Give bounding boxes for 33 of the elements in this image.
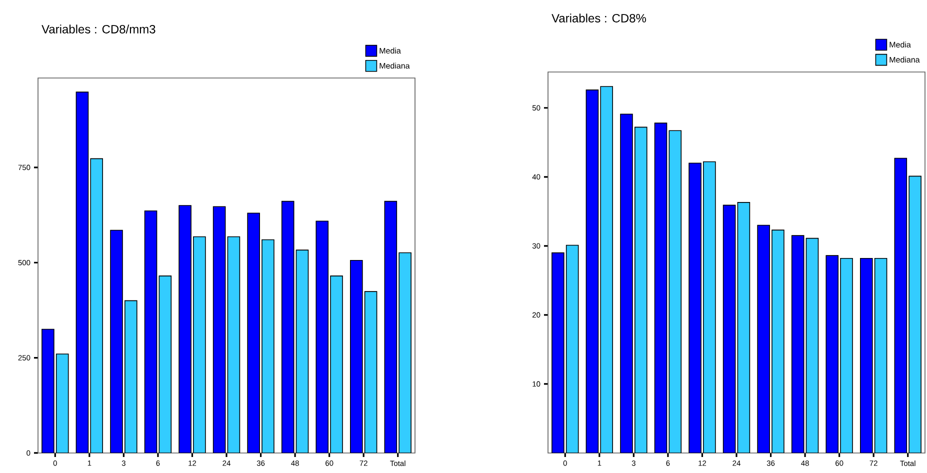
bar xyxy=(227,236,240,453)
bar xyxy=(791,235,804,453)
bar xyxy=(364,291,378,453)
bar xyxy=(806,238,819,453)
bar xyxy=(908,176,922,453)
bar xyxy=(634,126,648,453)
bar xyxy=(398,252,412,453)
bar xyxy=(262,239,274,453)
bar xyxy=(144,210,158,453)
bar xyxy=(124,300,138,453)
chart-title: Variables : CD8/mm3 xyxy=(42,24,156,34)
bar xyxy=(703,161,716,453)
bar xyxy=(296,250,309,453)
bar xyxy=(772,230,784,453)
bar xyxy=(330,276,343,453)
bar xyxy=(737,202,750,453)
legend-label: Mediana xyxy=(890,56,920,63)
bar xyxy=(193,236,206,453)
legend-label: Media xyxy=(890,42,911,48)
bar xyxy=(158,276,172,453)
legend-label: Media xyxy=(380,48,401,54)
bar xyxy=(600,86,614,453)
legend-label: Mediana xyxy=(380,62,410,69)
bar xyxy=(56,354,69,453)
bar xyxy=(90,158,104,453)
chart-title: Variables : CD8% xyxy=(552,14,646,22)
bar xyxy=(840,258,853,453)
bar xyxy=(668,130,682,453)
bar xyxy=(212,206,226,453)
bar xyxy=(566,244,579,453)
bar xyxy=(654,122,668,453)
bar xyxy=(874,258,888,453)
bar xyxy=(722,204,736,453)
